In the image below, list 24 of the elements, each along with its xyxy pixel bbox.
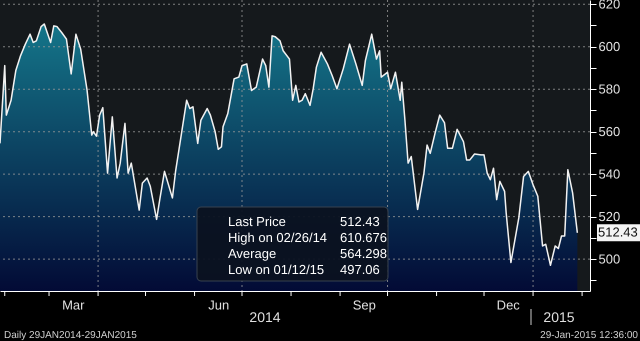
- text: 29-Jan-2015 12:36:00: [540, 330, 638, 341]
- y-tick-label: 500: [598, 252, 620, 267]
- annotation: Last Price: [228, 214, 286, 229]
- x-tick-label: Dec: [496, 298, 520, 312]
- text: 2015: [543, 309, 575, 325]
- annotation: Average: [228, 246, 276, 261]
- y-tick-label: 580: [598, 82, 620, 97]
- x-tick-label: Mar: [62, 298, 86, 312]
- y-tick-label: 600: [598, 39, 620, 54]
- annotation: 564.298: [340, 246, 387, 261]
- y-tick-label: 560: [598, 124, 620, 140]
- x-tick-label: Sep: [352, 298, 376, 312]
- annotation: 610.676: [340, 230, 387, 245]
- annotation: 512.43: [598, 224, 638, 240]
- annotation: High on 02/26/14: [228, 230, 328, 245]
- y-tick-label: 540: [598, 166, 620, 182]
- annotation: Low on 01/12/15: [228, 262, 324, 277]
- text: 2014: [249, 309, 281, 325]
- text: Daily 29JAN2014-29JAN2015: [4, 330, 138, 341]
- annotation: 512.43: [340, 214, 380, 229]
- y-tick-label: 520: [598, 209, 620, 224]
- annotation: 497.06: [340, 262, 380, 277]
- y-tick-label: 620: [598, 0, 620, 12]
- x-tick-label: Jun: [208, 298, 230, 312]
